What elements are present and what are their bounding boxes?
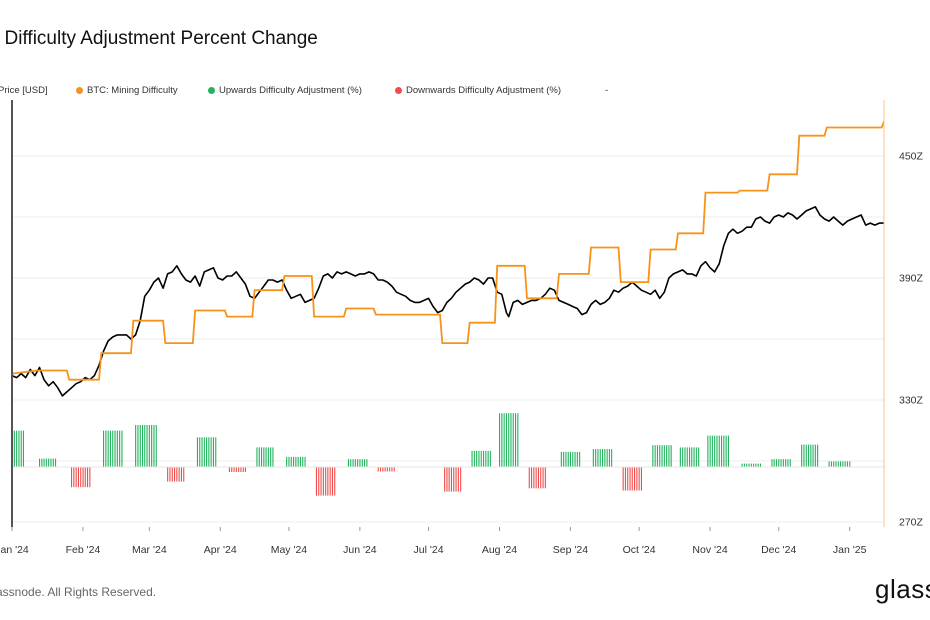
up-adjustment-bar-18 (828, 461, 851, 467)
legend-item-price[interactable]: Price [USD] (0, 85, 48, 96)
down-adjustment-bar-0 (71, 467, 91, 488)
copyright-text: assnode. All Rights Reserved. (0, 585, 157, 599)
up-adjustment-bar-9 (499, 413, 519, 467)
legend-label-price: Price [USD] (0, 85, 48, 96)
legend-dot-difficulty (76, 87, 83, 94)
x-tick-label-9: Oct '24 (623, 544, 656, 556)
x-tick-label-7: Aug '24 (482, 544, 517, 556)
legend-item-difficulty[interactable]: BTC: Mining Difficulty (76, 85, 178, 96)
x-tick-label-10: Nov '24 (692, 544, 727, 556)
x-tick-label-12: Jan '25 (833, 544, 867, 556)
up-adjustment-bar-12 (652, 445, 672, 467)
x-tick-label-3: Apr '24 (204, 544, 237, 556)
up-adjustment-bar-15 (741, 463, 761, 467)
y-tick-label-1: 390Z (899, 273, 924, 285)
up-adjustment-bar-5 (256, 447, 274, 467)
x-axis-ticks: Jan '24 Feb '24 Mar '24 Apr '24 May '24 Jun '… (0, 527, 867, 556)
y-tick-label-3: 270Z (899, 517, 924, 529)
x-tick-label-2: Mar '24 (132, 544, 167, 556)
up-adjustment-bar-7 (347, 459, 368, 467)
down-adjustment-bar-6 (528, 467, 546, 489)
up-adjustment-bar-14 (707, 435, 729, 467)
up-adjustment-bar-10 (560, 451, 581, 467)
difficulty-line (11, 121, 885, 381)
up-adjustment-bar-3 (135, 425, 157, 467)
legend-label-extra: - (605, 85, 609, 96)
x-tick-label-6: Jul '24 (414, 544, 444, 556)
chart-title: : Difficulty Adjustment Percent Change (0, 28, 318, 49)
legend-item-upwards[interactable]: Upwards Difficulty Adjustment (%) (208, 85, 362, 96)
y-tick-label-2: 330Z (899, 395, 924, 407)
legend-dot-downwards (395, 87, 402, 94)
adjustment-bars (11, 413, 885, 496)
up-adjustment-bar-4 (196, 437, 217, 467)
up-adjustment-bar-13 (679, 447, 700, 467)
legend-item-extra[interactable]: - (605, 85, 608, 96)
up-adjustment-bar-2 (103, 430, 123, 467)
up-adjustment-bar-6 (286, 456, 306, 467)
x-tick-label-11: Dec '24 (761, 544, 796, 556)
legend-dot-upwards (208, 87, 215, 94)
up-adjustment-bar-11 (592, 449, 613, 467)
down-adjustment-bar-1 (167, 467, 185, 482)
up-adjustment-bar-1 (39, 458, 57, 467)
x-tick-label-1: Feb '24 (66, 544, 101, 556)
legend-label-upwards: Upwards Difficulty Adjustment (%) (219, 85, 362, 96)
up-adjustment-bar-8 (471, 450, 491, 467)
up-adjustment-bar-0 (11, 430, 24, 467)
down-adjustment-bar-2 (228, 467, 246, 472)
x-tick-label-0: Jan '24 (0, 544, 29, 556)
up-adjustment-bar-17 (801, 444, 819, 467)
brand-logo: glass (875, 574, 930, 604)
x-tick-label-5: Jun '24 (343, 544, 377, 556)
x-tick-label-8: Sep '24 (553, 544, 588, 556)
down-adjustment-bar-7 (622, 467, 642, 491)
y-tick-label-0: 450Z (899, 151, 924, 163)
legend-item-downwards[interactable]: Downwards Difficulty Adjustment (%) (395, 85, 561, 96)
legend-label-difficulty: BTC: Mining Difficulty (87, 85, 178, 96)
down-adjustment-bar-4 (377, 467, 395, 472)
price-line (11, 206, 884, 397)
down-adjustment-bar-3 (315, 467, 336, 496)
up-adjustment-bar-16 (771, 459, 791, 467)
down-adjustment-bar-5 (444, 467, 462, 492)
x-tick-label-4: May '24 (271, 544, 308, 556)
y-axis-ticks: 450Z 390Z 330Z 270Z (899, 151, 924, 529)
legend-label-downwards: Downwards Difficulty Adjustment (%) (406, 85, 562, 96)
